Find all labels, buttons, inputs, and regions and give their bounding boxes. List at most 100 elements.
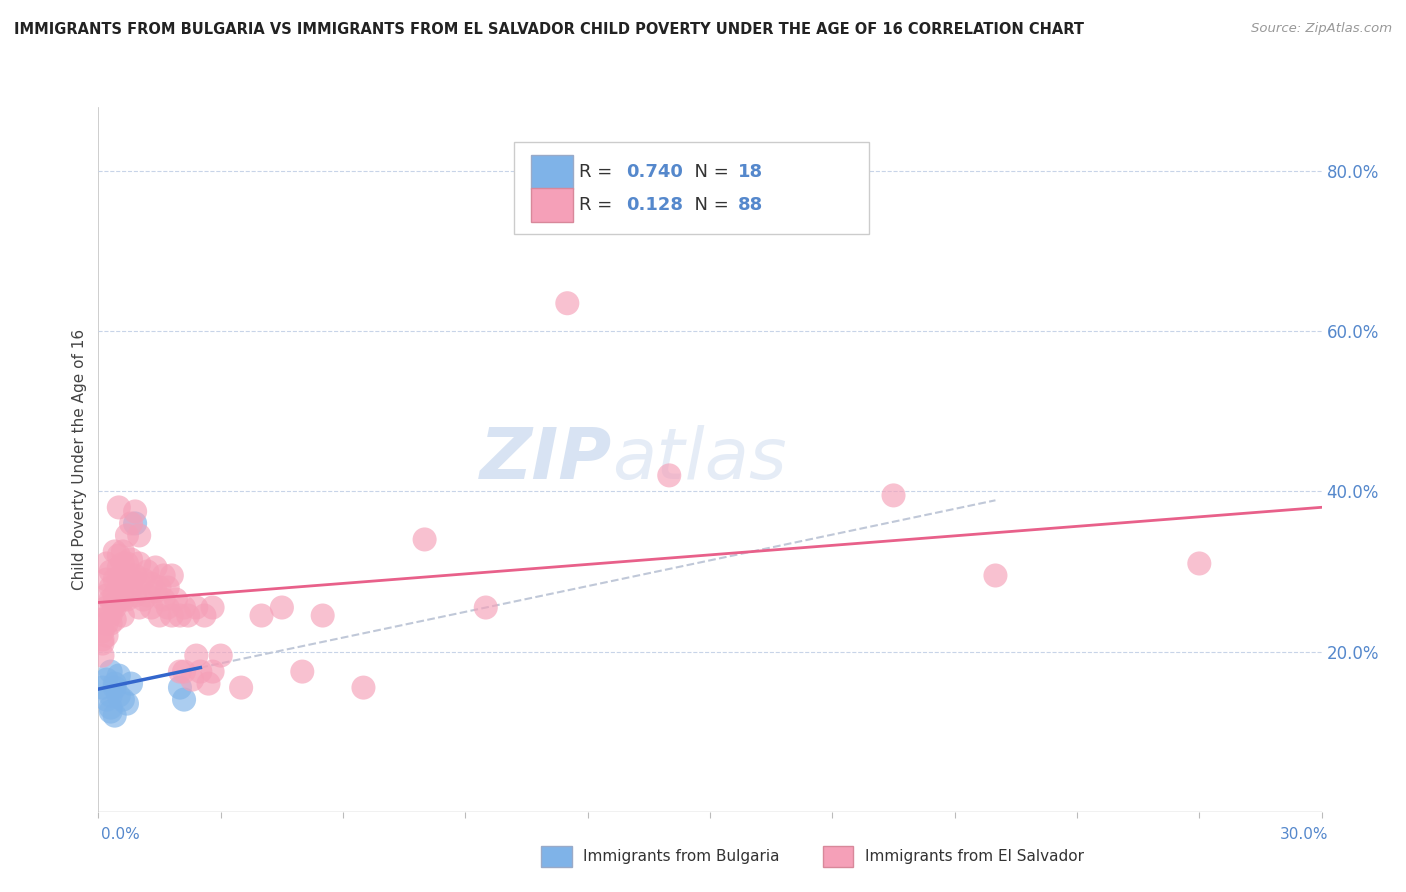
Text: IMMIGRANTS FROM BULGARIA VS IMMIGRANTS FROM EL SALVADOR CHILD POVERTY UNDER THE : IMMIGRANTS FROM BULGARIA VS IMMIGRANTS F… — [14, 22, 1084, 37]
Point — [104, 681, 127, 695]
Point — [111, 608, 134, 623]
Point — [100, 581, 122, 595]
Text: Immigrants from El Salvador: Immigrants from El Salvador — [865, 849, 1084, 863]
Point — [96, 616, 118, 631]
Point — [111, 592, 134, 607]
Point — [115, 697, 138, 711]
Point — [100, 565, 122, 579]
Point — [124, 516, 146, 531]
Point — [152, 592, 174, 607]
Point — [96, 557, 118, 571]
Point — [115, 557, 138, 571]
Text: 18: 18 — [738, 163, 763, 181]
Point — [100, 605, 122, 619]
Point — [111, 692, 134, 706]
Point — [120, 516, 142, 531]
Y-axis label: Child Poverty Under the Age of 16: Child Poverty Under the Age of 16 — [72, 329, 87, 590]
Point — [104, 600, 127, 615]
Point — [100, 665, 122, 679]
Point — [124, 504, 146, 518]
Point — [173, 692, 195, 706]
Point — [474, 600, 498, 615]
Point — [100, 616, 122, 631]
Point — [115, 528, 138, 542]
Point — [557, 296, 579, 310]
FancyBboxPatch shape — [515, 142, 869, 234]
Text: 88: 88 — [738, 196, 763, 214]
Point — [100, 608, 122, 623]
Point — [145, 560, 167, 574]
Point — [173, 600, 195, 615]
Point — [658, 468, 681, 483]
Point — [124, 568, 146, 582]
Point — [128, 576, 150, 591]
FancyBboxPatch shape — [531, 155, 574, 189]
Text: atlas: atlas — [612, 425, 787, 494]
Point — [197, 676, 219, 690]
Text: N =: N = — [683, 196, 734, 214]
Point — [91, 636, 114, 650]
Point — [96, 673, 118, 687]
Point — [132, 573, 155, 587]
Point — [104, 573, 127, 587]
Point — [108, 573, 131, 587]
Point — [120, 676, 142, 690]
Point — [165, 592, 187, 607]
Point — [96, 589, 118, 603]
Point — [108, 668, 131, 682]
Point — [104, 708, 127, 723]
Point — [141, 576, 163, 591]
Point — [169, 608, 191, 623]
Text: 30.0%: 30.0% — [1281, 827, 1329, 841]
Point — [883, 488, 905, 502]
Point — [96, 628, 118, 642]
Point — [160, 608, 183, 623]
Point — [111, 576, 134, 591]
Text: Immigrants from Bulgaria: Immigrants from Bulgaria — [583, 849, 780, 863]
Point — [984, 568, 1007, 582]
Point — [104, 544, 127, 558]
Text: ZIP: ZIP — [479, 425, 612, 494]
Point — [149, 581, 172, 595]
Point — [108, 500, 131, 515]
Point — [91, 613, 114, 627]
Point — [160, 568, 183, 582]
Point — [173, 665, 195, 679]
Text: 0.740: 0.740 — [626, 163, 682, 181]
Point — [115, 568, 138, 582]
Point — [108, 689, 131, 703]
Point — [169, 681, 191, 695]
Point — [111, 557, 134, 571]
Point — [270, 600, 294, 615]
Point — [120, 573, 142, 587]
Point — [100, 700, 122, 714]
Point — [96, 600, 118, 615]
Text: R =: R = — [579, 163, 619, 181]
Point — [152, 568, 174, 582]
Point — [96, 573, 118, 587]
Point — [104, 589, 127, 603]
Point — [91, 624, 114, 639]
Point — [181, 673, 204, 687]
FancyBboxPatch shape — [531, 188, 574, 222]
Point — [111, 544, 134, 558]
Point — [104, 597, 127, 611]
Point — [136, 565, 159, 579]
Point — [108, 592, 131, 607]
Point — [120, 581, 142, 595]
Point — [100, 592, 122, 607]
Point — [128, 557, 150, 571]
Point — [128, 528, 150, 542]
Point — [100, 705, 122, 719]
Point — [104, 676, 127, 690]
Point — [186, 600, 208, 615]
Point — [96, 692, 118, 706]
Point — [156, 581, 179, 595]
Point — [291, 665, 314, 679]
Point — [231, 681, 253, 695]
Text: 0.0%: 0.0% — [101, 827, 141, 841]
Point — [91, 681, 114, 695]
Point — [145, 584, 167, 599]
Point — [132, 592, 155, 607]
Point — [413, 533, 436, 547]
